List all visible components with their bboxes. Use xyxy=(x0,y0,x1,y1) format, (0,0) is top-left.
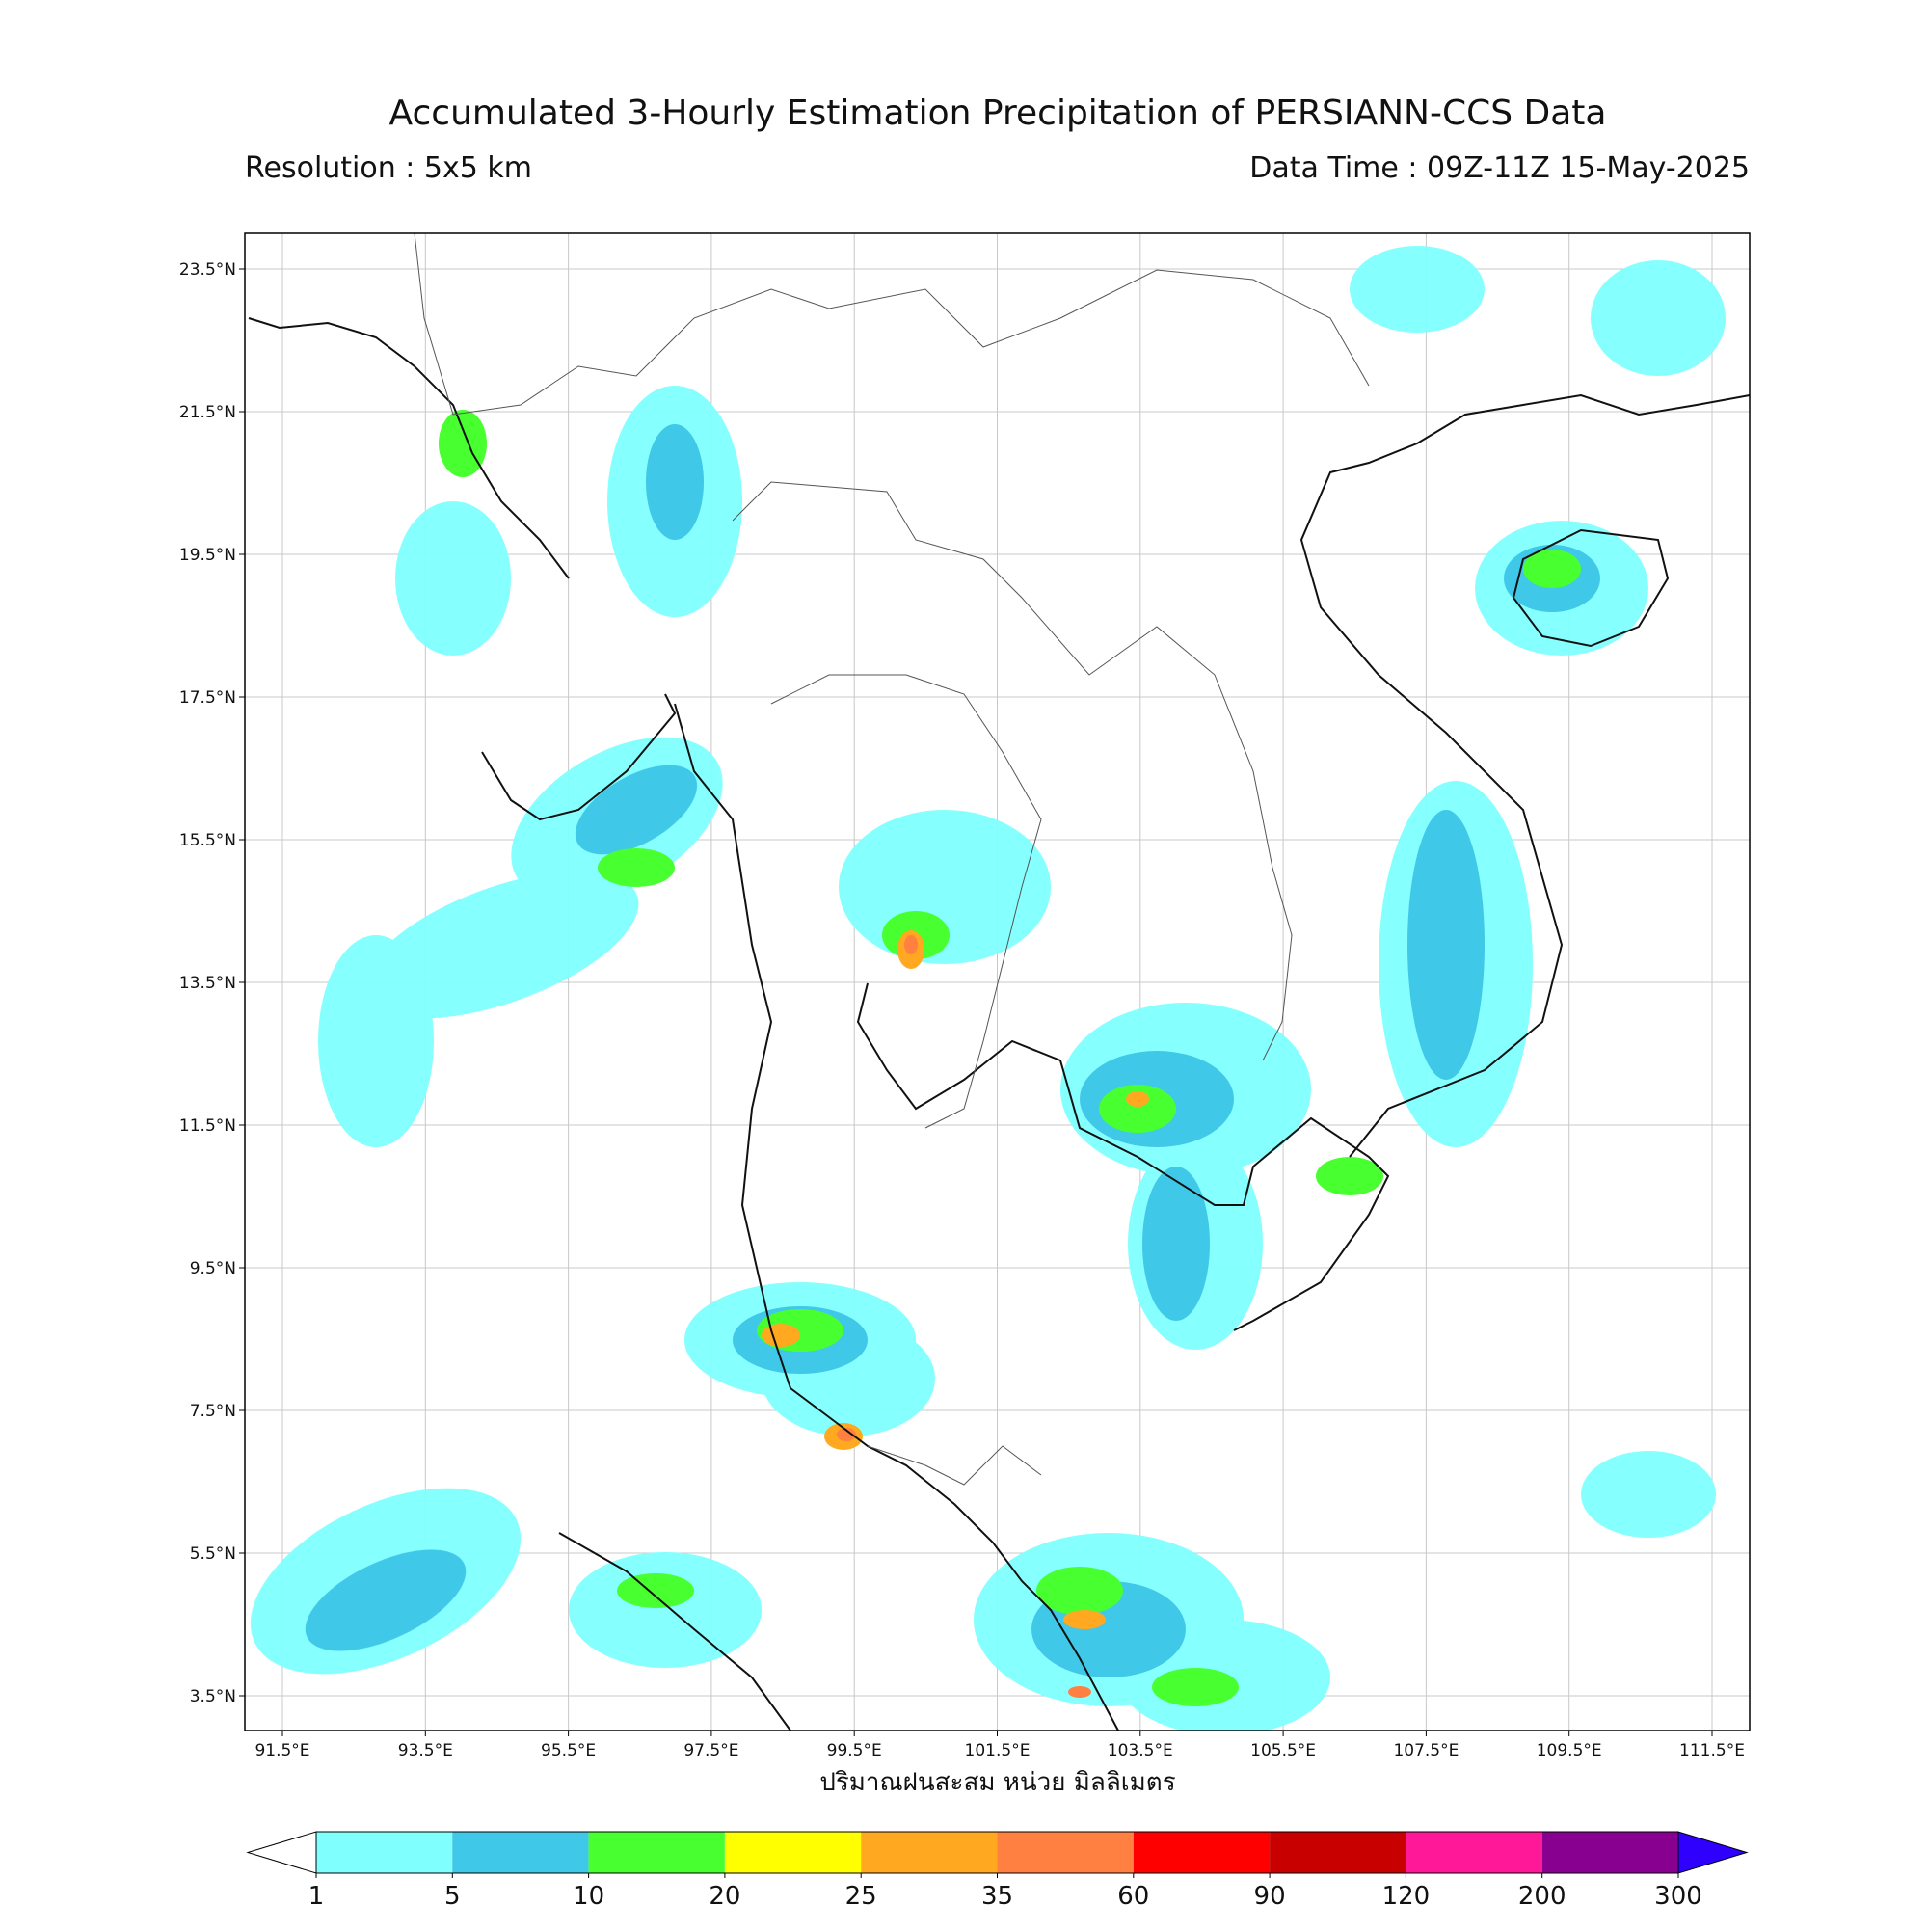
colorbar-bin xyxy=(1541,1832,1678,1873)
colorbar-label: 60 xyxy=(1117,1882,1149,1911)
lat-tick-label: 9.5°N xyxy=(190,1259,236,1278)
colorbar-bin xyxy=(1270,1832,1406,1873)
lat-tick-label: 21.5°N xyxy=(179,403,236,422)
lon-tick-label: 107.5°E xyxy=(1393,1741,1459,1760)
lat-tick-label: 5.5°N xyxy=(190,1544,236,1564)
lat-tick-label: 3.5°N xyxy=(190,1687,236,1706)
colorbar-bin xyxy=(997,1832,1134,1873)
colorbar: 1 5 10 20 25 35 60 90 120 200 300 xyxy=(246,1831,1749,1911)
colorbar-label: 20 xyxy=(709,1882,740,1911)
colorbar-label: 35 xyxy=(981,1882,1013,1911)
colorbar-label: 5 xyxy=(444,1882,461,1911)
boundaries xyxy=(248,233,1750,1731)
lat-tick-label: 17.5°N xyxy=(179,688,236,708)
lon-tick-label: 109.5°E xyxy=(1537,1741,1602,1760)
colorbar-under xyxy=(246,1831,317,1874)
colorbar-bin xyxy=(316,1832,453,1873)
lat-tick-label: 23.5°N xyxy=(179,260,236,280)
lon-tick-label: 105.5°E xyxy=(1250,1741,1316,1760)
lon-tick-label: 91.5°E xyxy=(254,1741,309,1760)
precipitation xyxy=(250,246,1726,1731)
lat-tick-label: 7.5°N xyxy=(190,1402,236,1421)
colorbar-bin xyxy=(861,1832,998,1873)
colorbar-bin xyxy=(588,1832,725,1873)
lon-tick-label: 97.5°E xyxy=(683,1741,738,1760)
colorbar-over xyxy=(1677,1831,1749,1874)
lon-tick-label: 103.5°E xyxy=(1108,1741,1173,1760)
colorbar-label: 300 xyxy=(1654,1882,1702,1911)
lon-tick-label: 93.5°E xyxy=(398,1741,453,1760)
map-title: Accumulated 3-Hourly Estimation Precipit… xyxy=(389,94,1607,133)
lat-tick-label: 15.5°N xyxy=(179,831,236,850)
resolution: Resolution : 5x5 km xyxy=(245,151,532,185)
colorbar-label: 200 xyxy=(1518,1882,1566,1911)
colorbar-bin xyxy=(1133,1832,1271,1873)
colorbar-bin xyxy=(724,1832,862,1873)
colorbar-label: 10 xyxy=(573,1882,604,1911)
data-time: Data Time : 09Z-11Z 15-May-2025 xyxy=(1249,151,1750,185)
lon-tick-label: 99.5°E xyxy=(827,1741,882,1760)
lon-tick-label: 111.5°E xyxy=(1679,1741,1745,1760)
lat-tick-label: 13.5°N xyxy=(179,974,236,993)
lat-tick-label: 11.5°N xyxy=(179,1116,236,1136)
colorbar-label: 90 xyxy=(1254,1882,1286,1911)
colorbar-label: 120 xyxy=(1382,1882,1431,1911)
colorbar-bin xyxy=(452,1832,589,1873)
lon-tick-label: 101.5°E xyxy=(965,1741,1031,1760)
lat-tick-label: 19.5°N xyxy=(179,546,236,565)
colorbar-label: 1 xyxy=(308,1882,325,1911)
colorbar-label: 25 xyxy=(845,1882,877,1911)
colorbar-bin xyxy=(1406,1832,1542,1873)
lon-tick-label: 95.5°E xyxy=(541,1741,596,1760)
x-axis-label: ปริมาณฝนสะสม หน่วย มิลลิเมตร xyxy=(819,1768,1175,1797)
